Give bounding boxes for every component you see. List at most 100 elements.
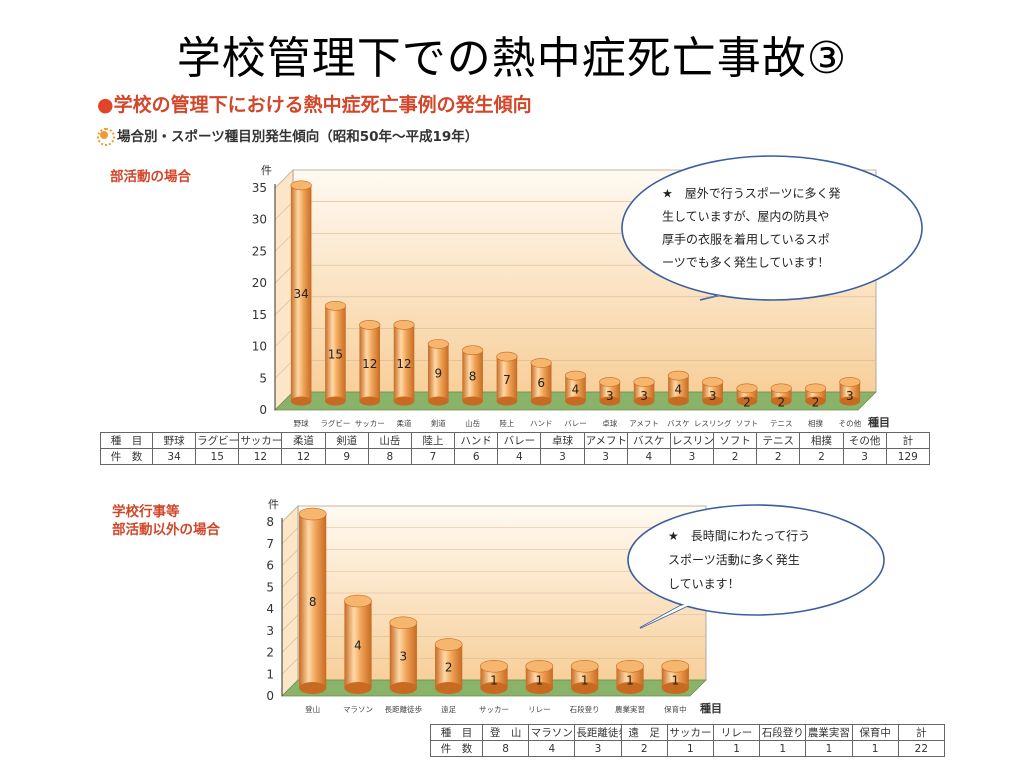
x-tick-label: ラグビー xyxy=(320,418,350,428)
y-tick-label: 20 xyxy=(252,276,267,290)
gridline xyxy=(281,636,299,653)
bar-body xyxy=(462,350,483,401)
x-tick-label: テニス xyxy=(770,419,793,428)
bar-base xyxy=(839,396,861,406)
bar-base xyxy=(805,396,826,406)
table-value-cell: 9 xyxy=(324,448,369,465)
table-category-cell: リレー xyxy=(712,724,761,741)
chart-heading: ●学校の管理下における熱中症死亡事例の発生傾向 xyxy=(97,90,532,117)
table-value-cell: 12 xyxy=(281,448,326,465)
table-value-cell: 15 xyxy=(195,448,240,465)
y-tick-label: 2 xyxy=(266,646,274,660)
table-category-cell: 野球 xyxy=(151,432,197,449)
bar-body xyxy=(290,185,312,401)
section-label-club: 部活動の場合 xyxy=(110,169,191,185)
y-tick-label: 1 xyxy=(266,667,274,681)
chart-back-wall xyxy=(297,505,707,681)
red-circle-bullet-icon: ● xyxy=(97,94,114,116)
table-value-cell: 1 xyxy=(712,740,761,757)
table-value-cell: 3 xyxy=(669,448,715,465)
bar-data-label: 12 xyxy=(396,357,411,371)
y-tick-label: 4 xyxy=(266,602,274,616)
bar-base xyxy=(571,682,599,694)
bar-cap xyxy=(525,659,554,673)
bar-base xyxy=(770,396,792,406)
bar-body xyxy=(839,381,861,401)
x-tick-label: マラソン xyxy=(343,705,373,714)
bar-cap xyxy=(290,180,312,191)
y-axis-label: 件 xyxy=(261,164,272,177)
bar-cap xyxy=(427,339,449,349)
bar-data-label: 1 xyxy=(536,673,544,687)
table-value-cell: 6 xyxy=(454,448,499,465)
bar xyxy=(661,659,690,694)
y-tick-label: 5 xyxy=(259,371,267,385)
bar-body xyxy=(389,622,417,688)
table-count-label: 件 数 xyxy=(430,740,483,757)
bar-cap xyxy=(633,377,655,387)
bar-data-label: 9 xyxy=(435,366,443,380)
gridline xyxy=(281,571,299,588)
bar-cap xyxy=(616,659,644,673)
bar-body xyxy=(571,666,599,688)
x-tick-label: アメフト xyxy=(629,419,659,428)
table-category-cell: アメフト xyxy=(583,432,628,449)
table-category-cell: 登 山 xyxy=(481,724,530,741)
chart-side-wall xyxy=(281,505,299,697)
bar-base xyxy=(389,682,417,694)
bar-cap xyxy=(359,320,381,330)
callout-tail xyxy=(699,289,743,301)
x-tick-label: サッカー xyxy=(355,419,385,428)
bar xyxy=(667,370,689,406)
callout-text-line: ★ 長時間にわたって行う xyxy=(668,529,810,543)
callout-text-line: ーツでも多く発生しています！ xyxy=(662,256,829,270)
bar-body xyxy=(325,305,346,401)
table-value-cell: 4 xyxy=(528,740,576,757)
bar-data-label: 2 xyxy=(743,395,751,409)
table-category-cell: 遠 足 xyxy=(620,724,668,741)
section-label-events-line1: 学校行事等 xyxy=(112,504,180,520)
y-tick-label: 5 xyxy=(266,580,274,594)
chart-subheading: 場合別・スポーツ種目別発生傾向（昭和50年～平成19年） xyxy=(97,125,478,146)
y-tick-label: 6 xyxy=(266,559,274,573)
table-value-cell: 2 xyxy=(799,448,844,465)
bar-base xyxy=(736,396,758,406)
sun-icon xyxy=(97,128,115,146)
bar-base xyxy=(325,396,346,406)
x-tick-label: サッカー xyxy=(479,705,509,714)
x-tick-label: 登山 xyxy=(305,704,320,714)
table-header-label: 種 目 xyxy=(100,432,153,449)
bar-cap xyxy=(599,377,621,387)
table-value-cell: 2 xyxy=(756,448,801,465)
callout-text-line: しています！ xyxy=(668,577,740,591)
bar-data-label: 4 xyxy=(572,383,580,397)
x-tick-label: 遠足 xyxy=(441,704,456,714)
table-category-cell: 卓球 xyxy=(540,432,585,449)
bar-body xyxy=(299,514,327,688)
bar-cap xyxy=(393,320,415,330)
chart-back-wall xyxy=(292,169,877,393)
gridline xyxy=(281,679,299,697)
x-tick-label: 農業実習 xyxy=(615,704,645,714)
callout-text-line: 厚手の衣服を着用しているスポ xyxy=(662,232,830,247)
gridline xyxy=(281,505,299,523)
section-label-events-line2: 部活動以外の場合 xyxy=(112,522,220,539)
bar-body xyxy=(393,324,415,401)
callout-tail-mask xyxy=(640,600,700,628)
gridline xyxy=(281,658,299,675)
table-value-cell: 3 xyxy=(583,448,628,465)
table-value-cell: 4 xyxy=(497,448,542,465)
bar-body xyxy=(435,644,463,688)
table-category-cell: 相撲 xyxy=(799,432,844,449)
table-category-cell: 農業実習 xyxy=(805,724,853,741)
table-value-cell: 7 xyxy=(410,448,456,465)
y-tick-label: 0 xyxy=(259,403,267,417)
table-total-label: 計 xyxy=(885,432,931,449)
bar xyxy=(839,377,861,406)
gridline xyxy=(274,169,294,189)
gridline xyxy=(281,592,299,610)
bar-body xyxy=(702,381,723,401)
gridline xyxy=(274,233,294,252)
x-tick-label: 石段登り xyxy=(570,704,600,714)
x-tick-label: 卓球 xyxy=(602,418,617,428)
